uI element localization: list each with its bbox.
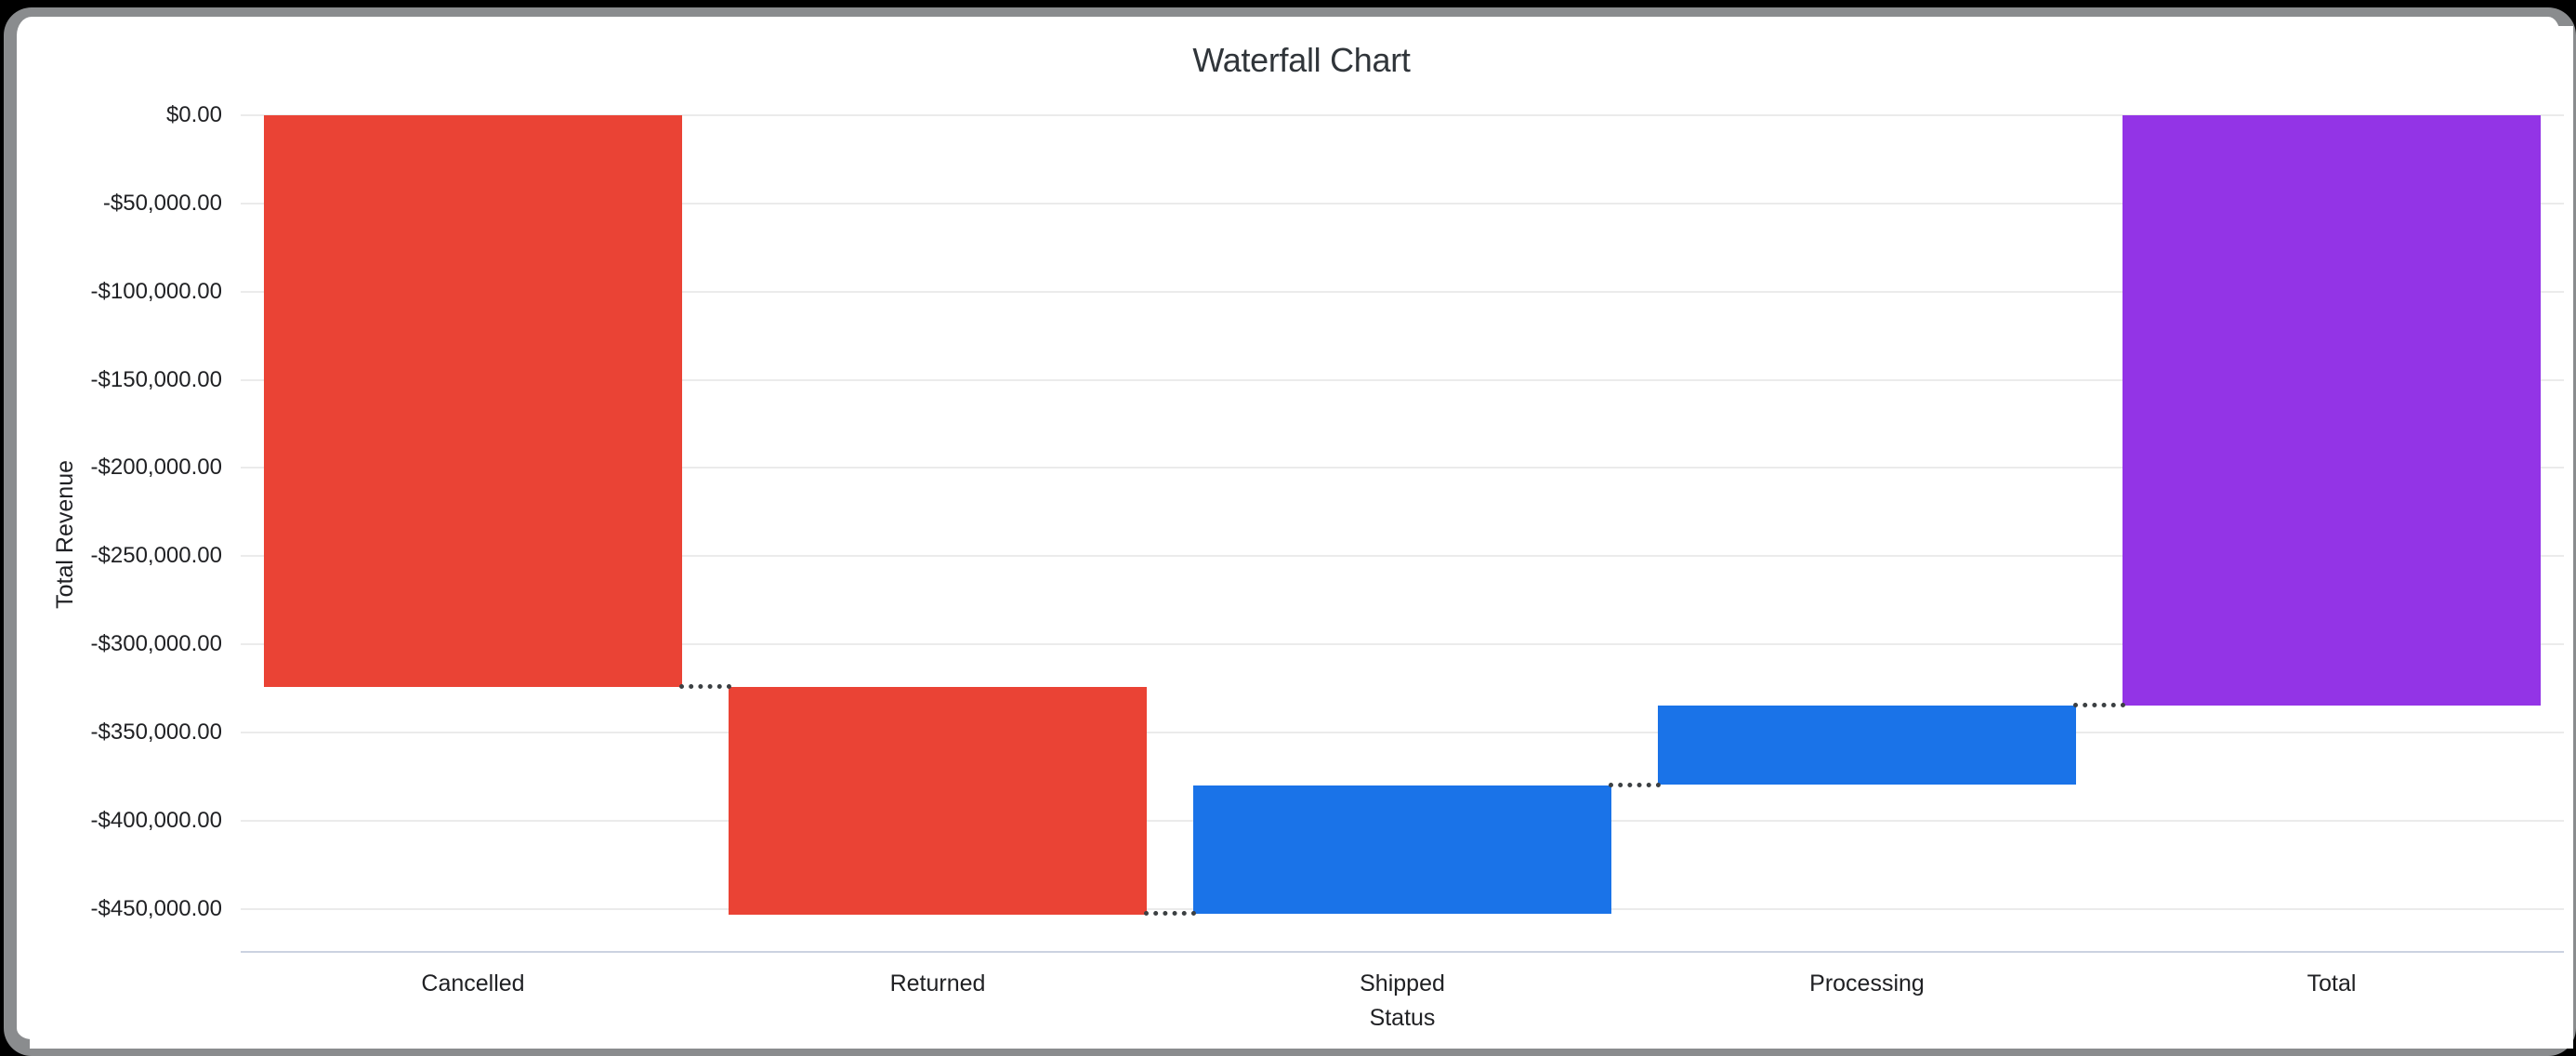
gridline [241, 732, 2564, 733]
waterfall-connector [1144, 911, 1196, 916]
x-category-label-shipped: Shipped [1360, 970, 1445, 997]
gridline [241, 555, 2564, 557]
chart-window: Waterfall Chart Total Revenue $0.00 -$50,… [4, 7, 2576, 1056]
x-category-label-processing: Processing [1809, 970, 1925, 997]
gridline [241, 379, 2564, 381]
y-axis-title-text: Total Revenue [51, 459, 78, 609]
x-axis-line [241, 951, 2564, 953]
gridline [241, 291, 2564, 293]
bar-processing[interactable] [1658, 706, 2076, 785]
waterfall-connector [1609, 783, 1661, 787]
y-tick-label: -$450,000.00 [90, 896, 222, 921]
bar-total[interactable] [2123, 115, 2541, 706]
y-tick-label: -$200,000.00 [90, 455, 222, 480]
x-axis-title: Status [1369, 1005, 1436, 1031]
y-tick-label: -$300,000.00 [90, 631, 222, 656]
y-tick-label: -$400,000.00 [90, 808, 222, 833]
bar-shipped[interactable] [1193, 785, 1611, 914]
gridline [241, 467, 2564, 469]
x-category-label-cancelled: Cancelled [421, 970, 525, 997]
bar-returned[interactable] [729, 687, 1147, 915]
y-tick-label: -$250,000.00 [90, 543, 222, 568]
x-category-label-total: Total [2307, 970, 2357, 997]
gridline [241, 114, 2564, 116]
y-tick-label: -$150,000.00 [90, 367, 222, 392]
y-tick-label: -$100,000.00 [90, 279, 222, 304]
waterfall-connector [679, 684, 731, 689]
waterfall-connector [2073, 703, 2125, 707]
bar-cancelled[interactable] [264, 115, 682, 687]
chart-title: Waterfall Chart [1192, 41, 1411, 79]
gridline [241, 203, 2564, 205]
gridline [241, 643, 2564, 645]
chart-canvas: Waterfall Chart Total Revenue $0.00 -$50,… [30, 26, 2573, 1049]
y-tick-label: -$50,000.00 [102, 191, 222, 216]
y-tick-label: -$350,000.00 [90, 719, 222, 745]
x-category-label-returned: Returned [889, 970, 986, 997]
y-tick-label: $0.00 [165, 102, 222, 127]
plot-area [241, 114, 2564, 953]
